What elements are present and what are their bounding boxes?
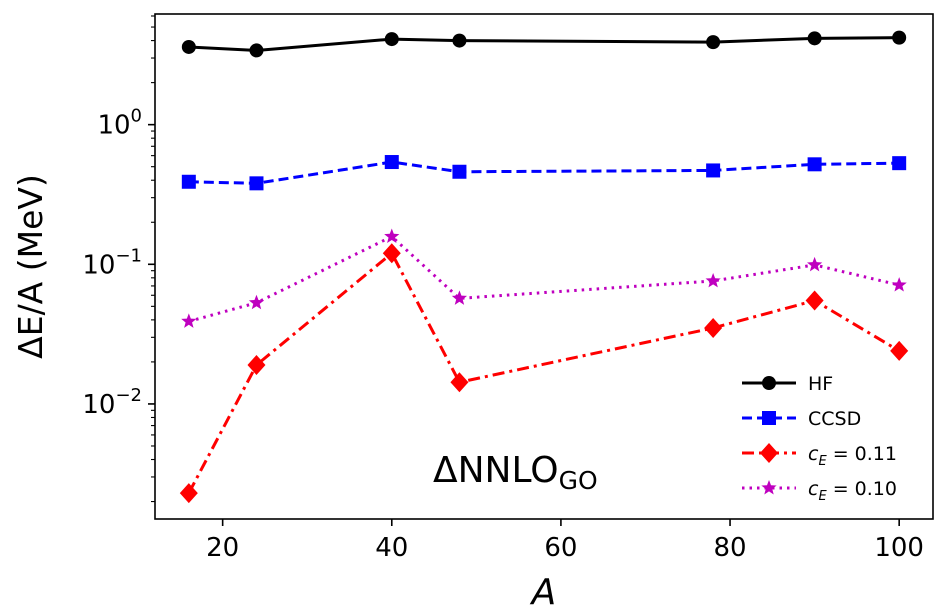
data-point (805, 290, 824, 311)
y-tick-label: 10−1 (82, 245, 142, 280)
legend-label: CCSD (808, 408, 861, 430)
data-point (891, 277, 907, 292)
legend-marker (761, 480, 777, 495)
data-point (807, 256, 823, 272)
series-0 (181, 30, 907, 58)
data-point (247, 355, 266, 376)
data-point (450, 372, 469, 393)
series-line (188, 36, 900, 52)
data-point (181, 39, 196, 54)
plot-area (179, 30, 909, 504)
x-tick-label: 60 (544, 533, 577, 563)
data-point (384, 228, 400, 244)
annotation-main: ΔNNLO (433, 450, 559, 491)
x-tick-label: 80 (713, 533, 746, 563)
legend-entry: CCSD (742, 408, 861, 430)
series-line (188, 234, 900, 323)
legend-entry: HF (742, 373, 833, 395)
x-tick-label: 100 (874, 533, 924, 563)
axes: 20 40 60 80 100 10−2 10−1 100 (82, 13, 934, 563)
annotation-subscript: GO (559, 466, 598, 495)
plot-frame (154, 13, 934, 520)
series-3 (181, 228, 907, 328)
x-tick-label: 40 (375, 533, 408, 563)
data-point (384, 155, 399, 170)
series-1 (181, 155, 907, 191)
legend-marker (762, 376, 776, 390)
data-point (452, 164, 467, 179)
data-point (452, 33, 467, 48)
legend-entry: cE = 0.11 (742, 443, 897, 469)
data-point (249, 176, 264, 191)
data-point (807, 157, 822, 172)
data-point (807, 31, 822, 46)
data-point (705, 272, 721, 288)
legend: HF CCSD cE = 0.11 cE = 0.10 (742, 373, 897, 504)
chart-annotation: ΔNNLOGO (433, 450, 598, 495)
legend-marker (760, 443, 778, 463)
legend-label: cE = 0.11 (808, 443, 897, 469)
y-tick-label: 100 (97, 106, 142, 141)
series-line (188, 160, 900, 185)
data-point (249, 43, 264, 58)
x-tick-label: 20 (206, 533, 239, 563)
y-tick-label: 10−2 (82, 385, 142, 420)
data-point (248, 294, 265, 310)
data-point (890, 340, 909, 361)
legend-marker (762, 411, 776, 425)
series-2 (179, 243, 909, 504)
data-point (704, 317, 723, 338)
data-point (892, 30, 907, 45)
x-axis-title: A (530, 572, 557, 613)
legend-entry: cE = 0.10 (742, 478, 897, 504)
y-axis-title: ΔE/A (MeV) (11, 174, 50, 359)
data-point (382, 243, 401, 264)
data-point (181, 174, 196, 189)
data-point (451, 290, 468, 305)
data-point (179, 483, 198, 504)
legend-label: HF (808, 373, 833, 395)
data-point (181, 313, 197, 328)
data-point (706, 35, 721, 50)
data-point (706, 163, 721, 178)
legend-label: cE = 0.10 (808, 478, 897, 504)
data-point (384, 32, 399, 47)
data-point (892, 156, 907, 171)
